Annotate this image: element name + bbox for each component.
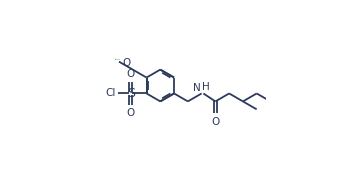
Text: O: O (126, 108, 135, 118)
Text: Cl: Cl (105, 88, 115, 98)
Text: O: O (126, 69, 135, 78)
Text: O: O (122, 58, 131, 68)
Text: methoxy: methoxy (115, 59, 121, 60)
Text: O: O (211, 117, 220, 127)
Text: H: H (203, 82, 210, 92)
Text: S: S (127, 87, 135, 100)
Text: N: N (193, 83, 201, 93)
